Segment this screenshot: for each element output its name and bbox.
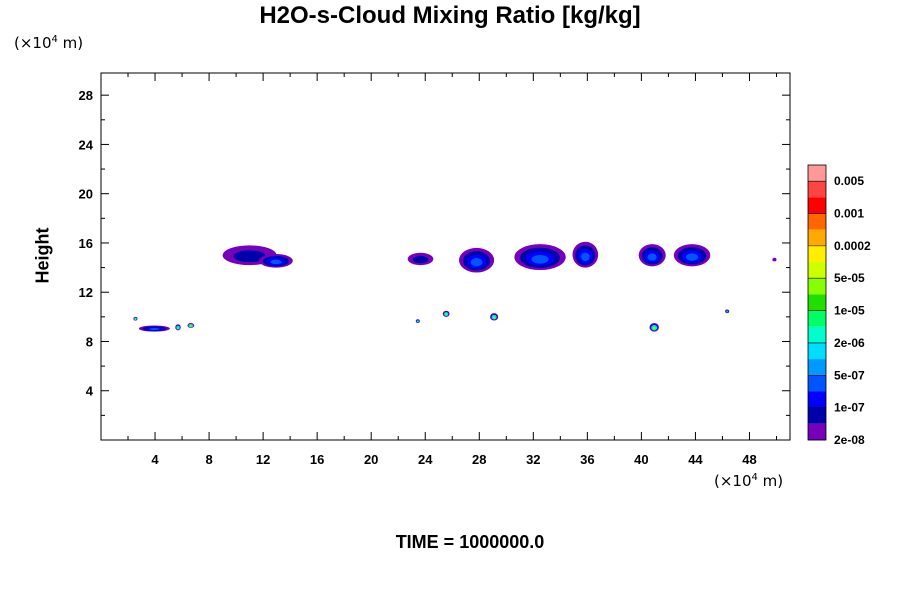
cloud-region — [514, 244, 566, 271]
colorbar-label: 5e-05 — [834, 271, 865, 285]
cloud-region — [175, 324, 181, 331]
cloud-region — [725, 309, 730, 314]
y-tick-label: 12 — [79, 285, 93, 300]
y-tick-label: 8 — [86, 334, 93, 349]
colorbar-label: 5e-07 — [834, 368, 865, 382]
cloud-region — [459, 247, 495, 273]
cloud-layer — [149, 328, 160, 331]
y-axis-unit: (×104 m) — [14, 34, 83, 52]
cloud-region — [259, 254, 293, 268]
cloud-region — [673, 244, 711, 267]
x-unit-suffix: m) — [757, 472, 784, 490]
colorbar-swatch — [808, 359, 826, 376]
cloud-region — [442, 310, 450, 317]
colorbar-swatch — [808, 213, 826, 230]
colorbar-label: 2e-08 — [834, 433, 865, 447]
chart-title: H2O-s-Cloud Mixing Ratio [kg/kg] — [259, 2, 641, 29]
y-unit-suffix: m) — [57, 34, 84, 52]
cloud-layer — [647, 253, 657, 261]
colorbar-swatch — [808, 423, 826, 440]
x-tick-label: 44 — [688, 452, 703, 467]
y-tick-label: 20 — [79, 187, 93, 202]
cloud-region — [638, 244, 666, 267]
colorbar-swatch — [808, 342, 826, 360]
cloud-region — [187, 323, 195, 328]
cloud-layer — [531, 254, 549, 264]
colorbar-swatch — [808, 294, 826, 311]
cloud-region — [649, 323, 659, 332]
cloud-layer — [726, 311, 728, 313]
cloud-layer — [412, 255, 429, 264]
colorbar-swatch — [808, 181, 826, 198]
colorbar-swatch — [808, 229, 826, 246]
time-label: TIME = 1000000.0 — [395, 532, 545, 552]
cloud-layer — [581, 252, 590, 262]
cloud-regions — [133, 241, 777, 332]
x-tick-label: 24 — [418, 452, 433, 467]
x-tick-label: 32 — [526, 452, 540, 467]
x-tick-label: 20 — [364, 452, 378, 467]
x-tick-label: 4 — [151, 452, 159, 467]
cloud-region — [490, 313, 499, 321]
cloud-layer — [134, 318, 137, 320]
cloud-region — [407, 252, 434, 266]
cloud-region — [138, 325, 170, 332]
cloud-layer — [493, 316, 496, 319]
cloud-region — [133, 316, 138, 321]
cloud-layer — [189, 325, 192, 327]
cloud-layer — [772, 257, 777, 262]
y-tick-label: 28 — [79, 88, 93, 103]
cloud-region — [415, 319, 420, 324]
colorbar-swatch — [808, 197, 826, 214]
x-tick-label: 36 — [580, 452, 594, 467]
colorbar-label: 0.0002 — [834, 239, 871, 253]
colorbar-label: 1e-07 — [834, 401, 865, 415]
colorbar-swatch — [808, 165, 826, 182]
colorbar-label: 1e-05 — [834, 304, 865, 318]
x-axis-unit: (×104 m) — [714, 472, 783, 490]
cloud-region — [572, 241, 599, 268]
x-tick-label: 12 — [256, 452, 270, 467]
cloud-layer — [652, 326, 656, 330]
x-tick-label: 8 — [205, 452, 212, 467]
y-tick-label: 24 — [79, 137, 94, 152]
cloud-layer — [270, 259, 282, 265]
cloud-layer — [685, 253, 699, 261]
cloud-layer — [445, 313, 448, 316]
colorbar-swatch — [808, 245, 826, 263]
x-unit-prefix: (×10 — [714, 472, 752, 490]
y-unit-prefix: (×10 — [14, 34, 52, 52]
colorbar-swatch — [808, 326, 826, 343]
colorbar-swatch — [808, 407, 826, 424]
colorbar-label: 0.001 — [834, 207, 864, 221]
colorbar-label: 2e-06 — [834, 336, 865, 350]
plot-frame — [100, 72, 791, 441]
colorbar-label: 0.005 — [834, 174, 864, 188]
colorbar-swatch — [808, 391, 826, 408]
x-tick-label: 40 — [634, 452, 648, 467]
y-tick-label: 4 — [86, 384, 94, 399]
cloud-region — [772, 257, 777, 262]
colorbar-swatch — [808, 262, 826, 279]
cloud-layer — [233, 250, 266, 263]
colorbar: 0.005 0.001 0.0002 5e-05 1e-05 2e-06 5e-07 1e-0… — [807, 164, 871, 447]
cloud-layer — [470, 258, 483, 267]
x-tick-label: 28 — [472, 452, 486, 467]
colorbar-swatch — [808, 375, 826, 392]
y-unit-exponent: 4 — [51, 34, 58, 45]
x-tick-label: 48 — [742, 452, 756, 467]
colorbar-swatch — [808, 278, 826, 295]
y-tick-label: 16 — [79, 236, 93, 251]
cloud-layer — [177, 327, 179, 329]
cloud-layer — [417, 320, 419, 322]
colorbar-swatch — [808, 310, 826, 327]
x-unit-exponent: 4 — [751, 472, 758, 483]
x-tick-label: 16 — [310, 452, 324, 467]
